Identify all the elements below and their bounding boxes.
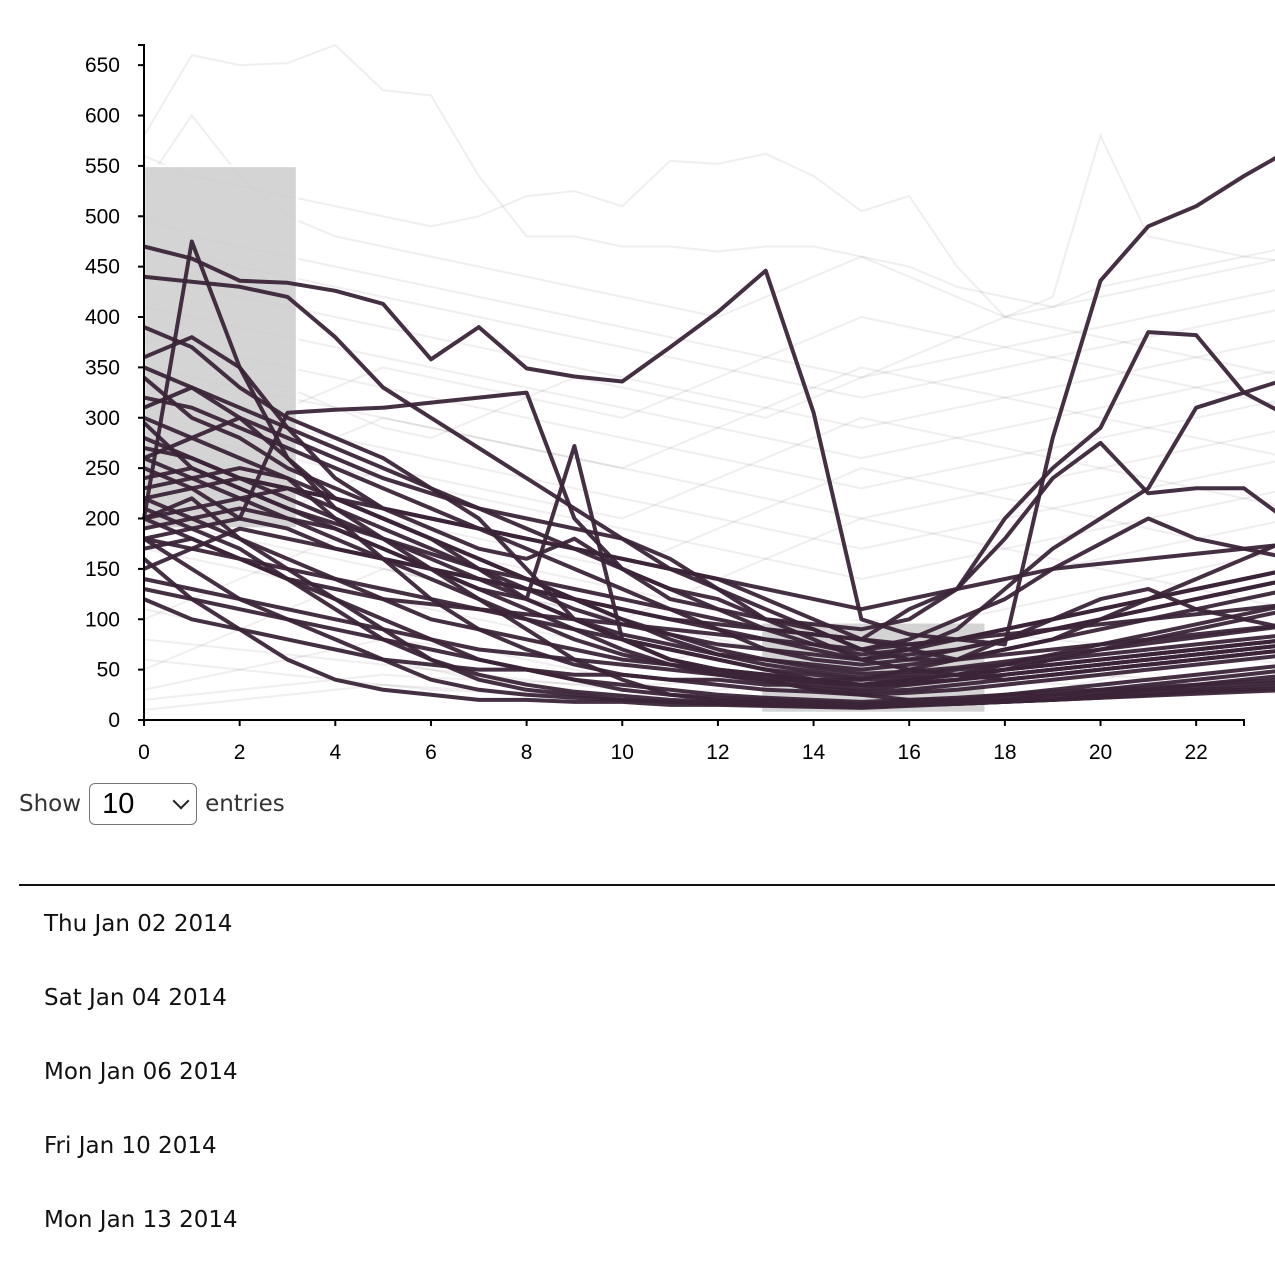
y-tick-label: 200 — [85, 508, 120, 531]
y-tick-label: 0 — [108, 709, 120, 732]
x-tick-label: 20 — [1089, 741, 1112, 764]
entries-select[interactable]: 10 — [89, 783, 198, 825]
highlighted-series-line-32 — [143, 587, 1275, 706]
x-tick-label: 16 — [898, 741, 921, 764]
y-tick-label: 150 — [85, 558, 120, 581]
background-series-line-6 — [143, 305, 1275, 460]
y-tick-label: 450 — [85, 256, 120, 279]
line-chart: 0 50 100 150 200 250 300 350 400 450 500 550 600 650 0… — [85, 43, 1275, 764]
list-item[interactable]: Sat Jan 04 2014 — [0, 961, 1275, 1035]
x-tick-label: 4 — [329, 741, 341, 764]
x-tick-label: 10 — [611, 741, 634, 764]
y-tick-label: 500 — [85, 205, 120, 228]
background-series-line-5 — [143, 275, 1275, 429]
x-tick-label: 2 — [234, 741, 246, 764]
background-series-line-1 — [143, 132, 1275, 319]
list-item[interactable]: Mon Jan 13 2014 — [0, 1183, 1275, 1257]
x-axis-line — [143, 719, 1245, 726]
highlighted-series-line-15 — [142, 375, 1275, 612]
entries-control: Show 10 entries — [19, 782, 285, 826]
y-tick-label: 300 — [85, 407, 120, 430]
y-tick-label: 250 — [85, 457, 120, 480]
axes: 0 50 100 150 200 250 300 350 400 450 500 550 600 650 0… — [85, 44, 1245, 764]
x-tick-label: 12 — [706, 741, 729, 764]
y-tick-label: 400 — [85, 306, 120, 329]
highlighted-series-line-29 — [143, 476, 1275, 676]
entries-list: Thu Jan 02 2014 Sat Jan 04 2014 Mon Jan … — [0, 887, 1275, 1257]
x-tick-label: 14 — [802, 741, 826, 764]
highlighted-lines — [142, 156, 1275, 710]
highlighted-series-line-26 — [143, 466, 1275, 694]
highlighted-series-line-21 — [143, 506, 1275, 708]
entries-select-value: 10 — [102, 787, 135, 820]
entries-label: entries — [205, 791, 285, 817]
row-date: Mon Jan 06 2014 — [44, 1059, 238, 1085]
x-tick-label: 6 — [425, 741, 437, 764]
background-series-line-0 — [143, 43, 1275, 375]
row-date: Sat Jan 04 2014 — [44, 985, 227, 1011]
table-divider — [19, 884, 1275, 886]
highlighted-series-line-23 — [143, 536, 1275, 652]
highlighted-series-line-0 — [143, 156, 1275, 647]
background-series-line-3 — [143, 215, 1275, 379]
background-series-line-20 — [143, 315, 1275, 470]
show-label: Show — [19, 791, 82, 817]
y-tick-label: 550 — [85, 155, 120, 178]
x-tick-label: 22 — [1184, 741, 1207, 764]
y-tick-label: 100 — [85, 608, 120, 631]
background-series-line-4 — [143, 245, 1275, 399]
highlighted-series-line-8 — [143, 274, 1275, 662]
list-item[interactable]: Mon Jan 06 2014 — [0, 1035, 1275, 1109]
row-date: Fri Jan 10 2014 — [44, 1133, 217, 1159]
y-tick-label: 50 — [97, 659, 120, 682]
y-tick-label: 350 — [85, 356, 120, 379]
highlighted-series-line-1 — [142, 421, 1275, 642]
highlighted-series-line-4 — [143, 335, 1275, 652]
list-item[interactable]: Thu Jan 02 2014 — [0, 887, 1275, 961]
row-date: Mon Jan 13 2014 — [44, 1207, 238, 1233]
x-tick-label: 0 — [138, 741, 150, 764]
y-tick-label: 600 — [85, 105, 120, 128]
x-tick-label: 8 — [521, 741, 533, 764]
chevron-down-icon — [172, 792, 190, 810]
background-series-line-7 — [143, 336, 1275, 490]
row-date: Thu Jan 02 2014 — [44, 911, 233, 937]
highlighted-series-line-31 — [143, 456, 1275, 688]
highlighted-series-line-25 — [143, 395, 1275, 667]
y-tick-label: 650 — [85, 54, 120, 77]
highlighted-series-line-33 — [143, 365, 1275, 657]
highlighted-series-line-30 — [143, 536, 1275, 682]
list-item[interactable]: Fri Jan 10 2014 — [0, 1109, 1275, 1183]
x-tick-label: 18 — [993, 741, 1016, 764]
